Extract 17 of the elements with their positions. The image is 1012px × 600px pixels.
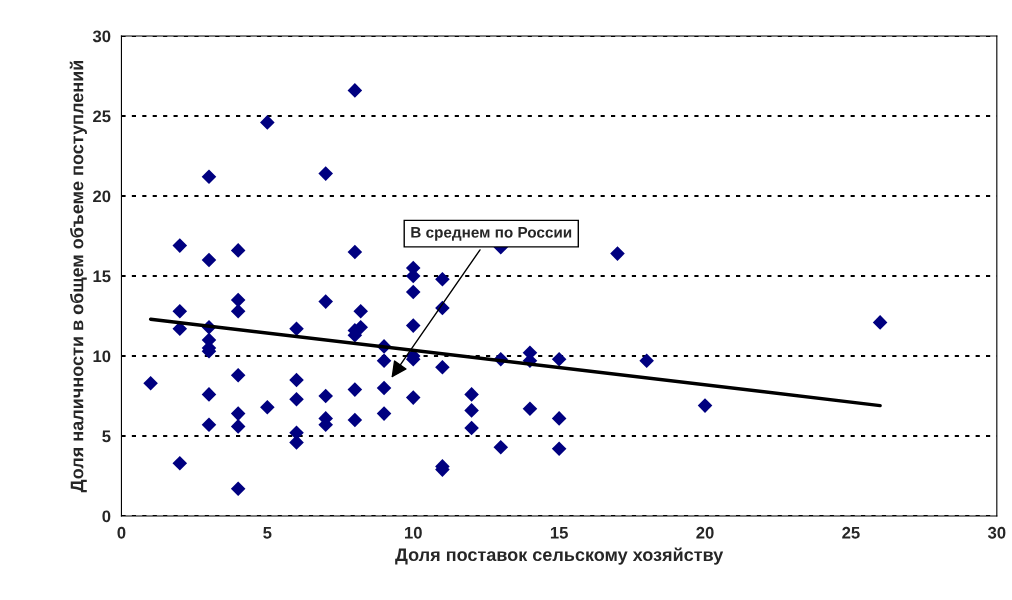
y-tick-label: 25	[93, 110, 111, 123]
x-tick-label: 20	[696, 526, 714, 539]
x-tick-label: 10	[405, 526, 422, 539]
x-tick-label: 5	[263, 527, 272, 539]
x-tick-label: 15	[550, 527, 568, 539]
y-tick-label: 5	[102, 430, 111, 443]
y-tick-label: 15	[93, 270, 111, 283]
y-axis-title: Доля наличности в общем объеме поступлений	[69, 60, 87, 493]
y-tick-label: 0	[102, 510, 111, 523]
annotation: В среднем по России	[411, 227, 572, 241]
x-tick-label: 30	[987, 526, 1006, 539]
x-axis-title: Доля поставок сельскому хозяйству	[395, 547, 724, 565]
y-tick-label: 20	[93, 190, 111, 203]
x-tick-label: 0	[117, 526, 126, 539]
y-tick-label: 10	[93, 350, 111, 363]
x-tick-label: 25	[842, 526, 860, 539]
y-tick-label: 30	[92, 30, 111, 43]
